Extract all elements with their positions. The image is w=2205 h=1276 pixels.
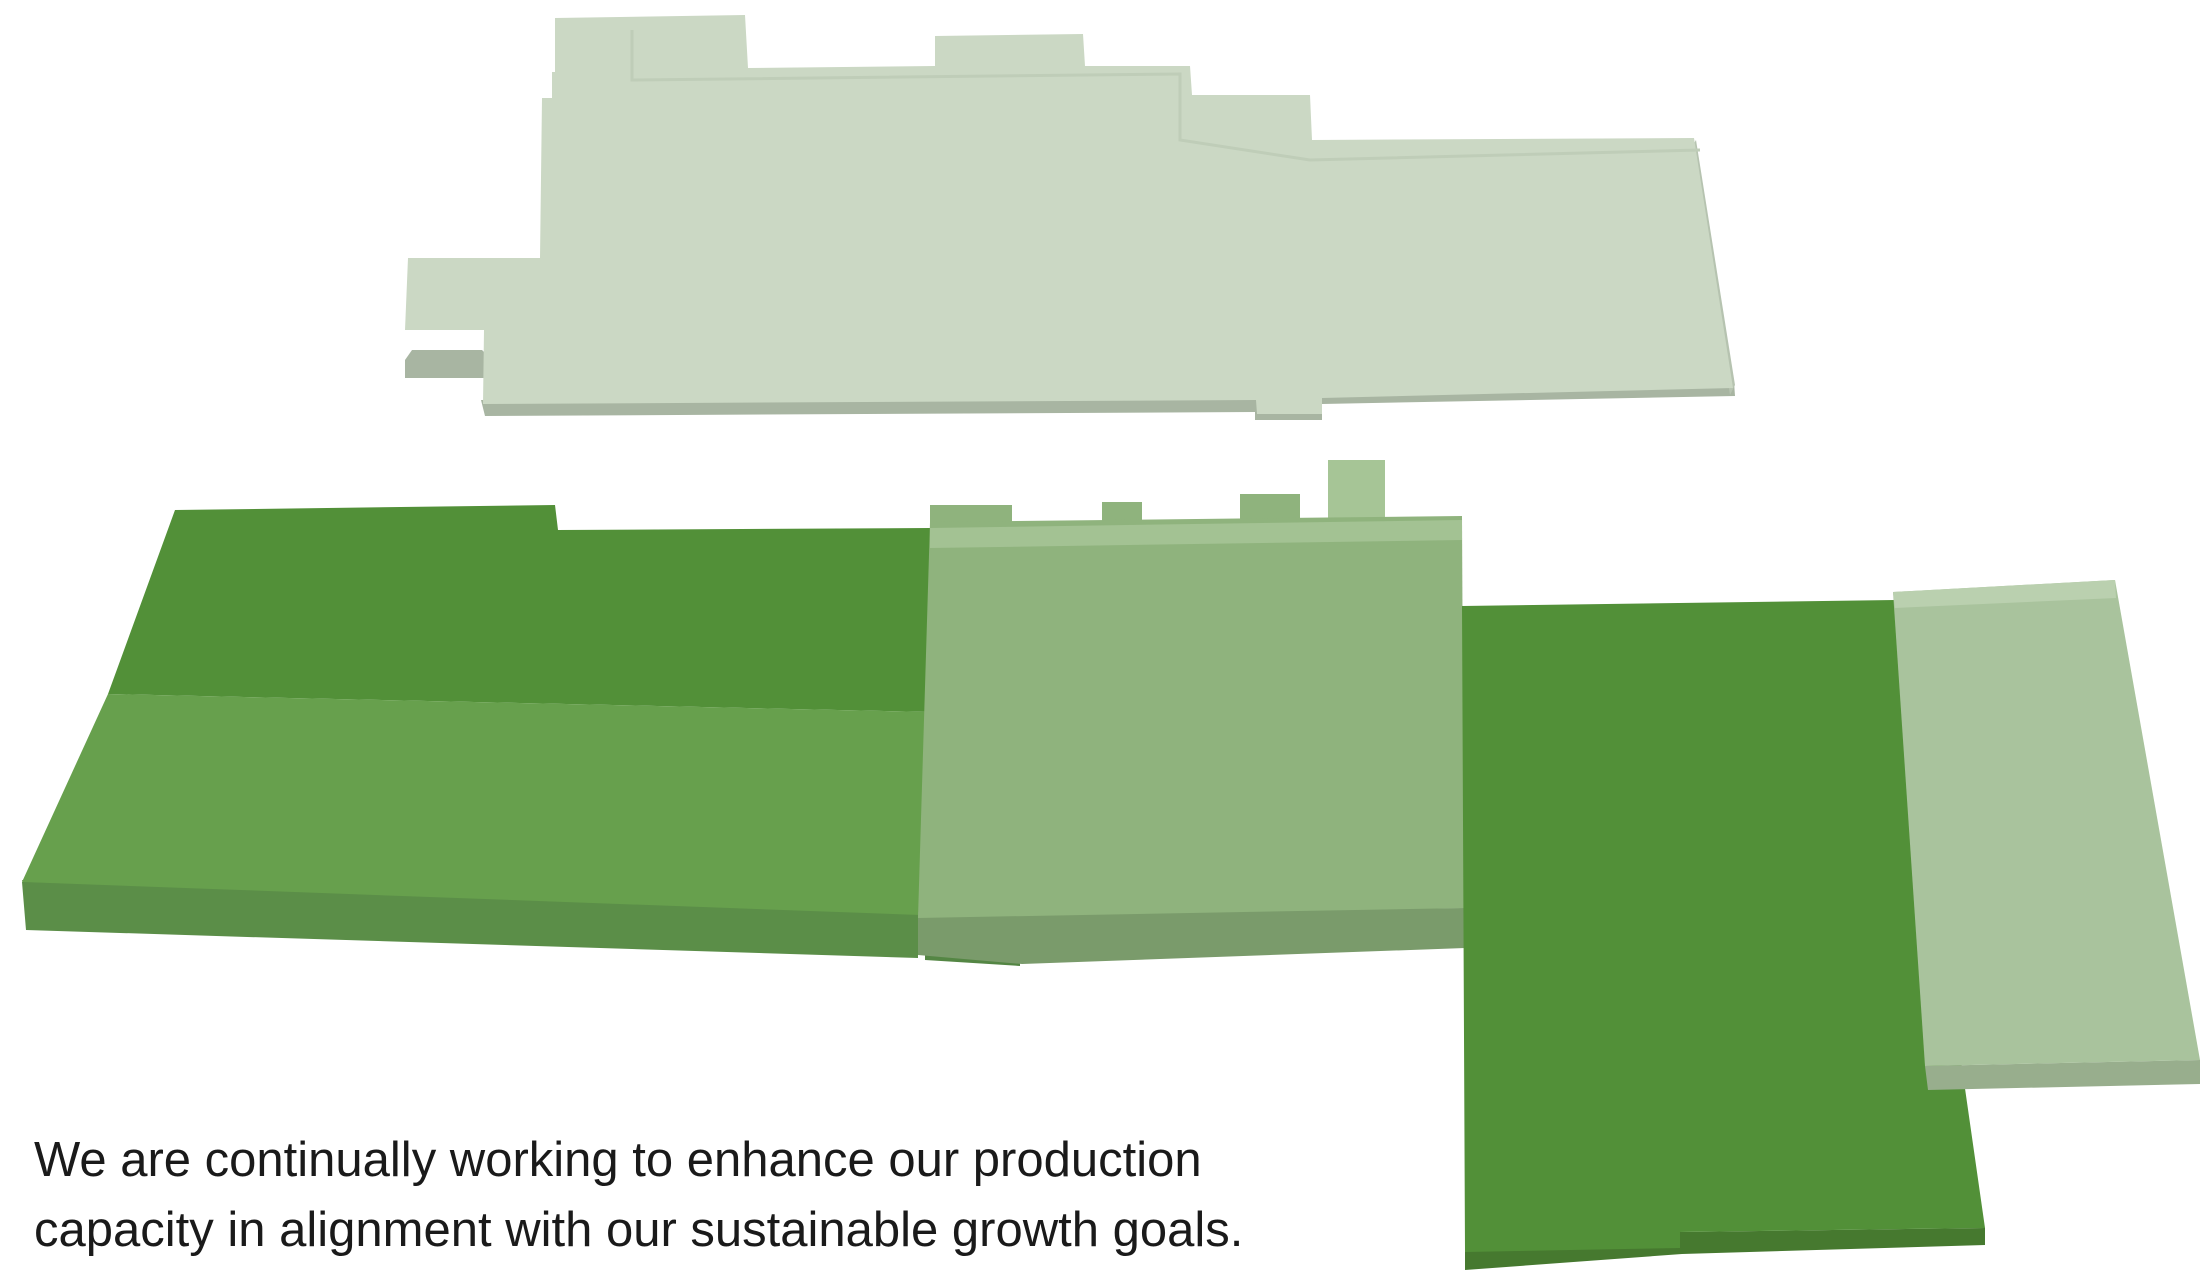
left-building-rear	[108, 505, 930, 712]
center-building	[918, 460, 1465, 964]
right-building-roof	[1462, 600, 1985, 1252]
caption-line-1: We are continually working to enhance ou…	[34, 1133, 1202, 1187]
center-building-edge	[930, 520, 1462, 548]
left-building	[22, 505, 1020, 966]
center-building-bump	[1328, 460, 1385, 518]
left-building-front-face	[22, 882, 918, 958]
far-right-building	[1893, 580, 2200, 1090]
caption-line-2: capacity in alignment with our sustainab…	[34, 1203, 1244, 1257]
center-building-front-face	[918, 908, 1465, 964]
right-building	[1462, 600, 1985, 1270]
upper-building-roof	[405, 15, 1733, 414]
upper-building-side	[405, 350, 488, 378]
far-right-building-edge	[1893, 580, 2116, 608]
right-building-front-face	[1465, 1228, 1985, 1270]
upper-building-ridge	[630, 30, 1701, 162]
far-right-building-front-face	[1925, 1060, 2200, 1090]
far-right-building-roof	[1893, 580, 2200, 1066]
upper-building	[405, 15, 1735, 420]
center-building-bump	[1240, 494, 1300, 520]
caption-text: We are continually working to enhance ou…	[34, 1125, 1414, 1265]
center-building-roof	[918, 516, 1464, 918]
left-building-front	[22, 694, 930, 915]
